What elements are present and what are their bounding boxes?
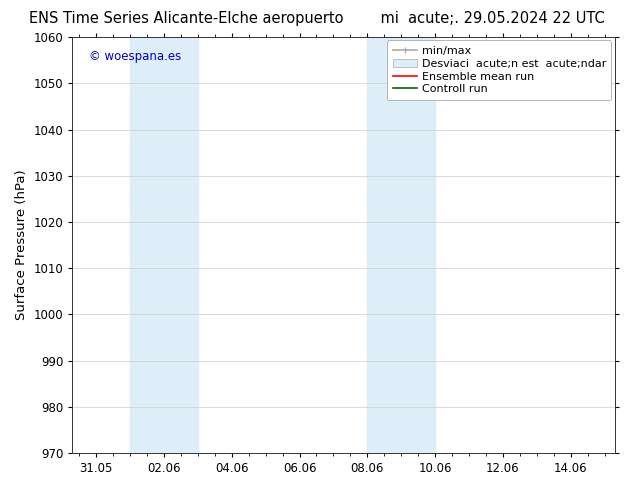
Text: © woespana.es: © woespana.es (89, 49, 181, 63)
Text: ENS Time Series Alicante-Elche aeropuerto        mi  acute;. 29.05.2024 22 UTC: ENS Time Series Alicante-Elche aeropuert… (29, 11, 605, 26)
Y-axis label: Surface Pressure (hPa): Surface Pressure (hPa) (15, 170, 28, 320)
Legend: min/max, Desviaci  acute;n est  acute;ndar, Ensemble mean run, Controll run: min/max, Desviaci acute;n est acute;ndar… (387, 41, 612, 100)
Bar (130, 37, 198, 453)
Bar (367, 37, 435, 453)
